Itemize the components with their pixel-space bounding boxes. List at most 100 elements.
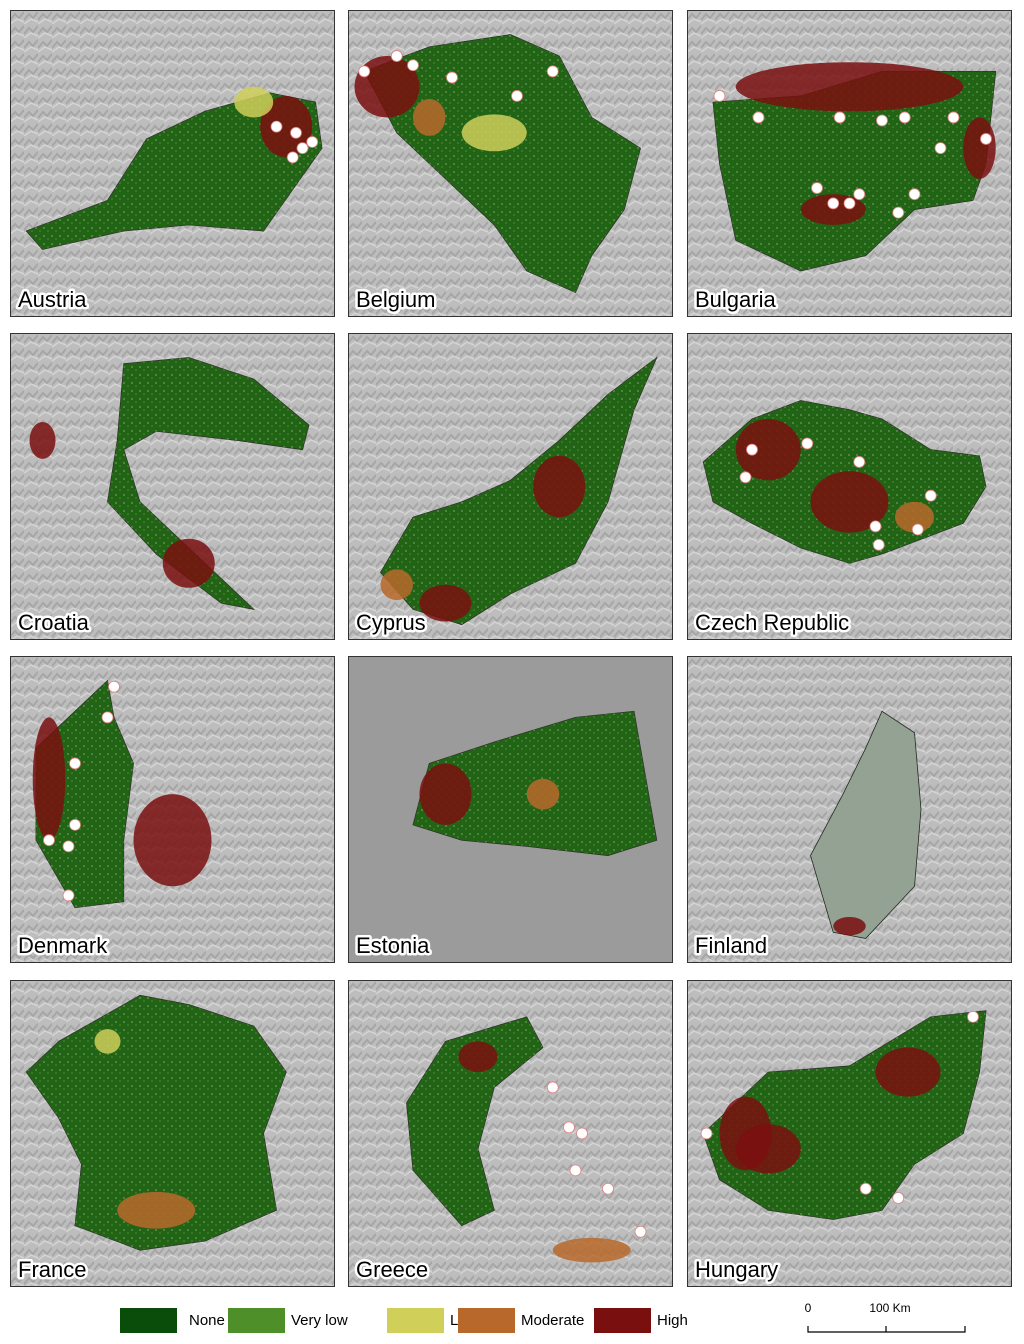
site-dot (569, 1164, 582, 1177)
risk-area (413, 99, 446, 136)
map-panel: Denmark (10, 656, 335, 963)
country-mix (26, 995, 287, 1251)
site-dot (270, 120, 283, 133)
country-mix (713, 71, 996, 271)
legend-swatch (458, 1308, 515, 1333)
panel-label: Finland (695, 933, 767, 958)
panel-label: Czech Republic (695, 610, 849, 635)
panel-border (10, 10, 335, 317)
risk-area (461, 114, 527, 152)
site-dot (286, 151, 299, 164)
site-dot (62, 840, 75, 853)
panel-label: Austria (18, 287, 87, 312)
map-panel: Greece (348, 980, 673, 1287)
risk-area (833, 916, 866, 936)
country-texture (364, 34, 641, 293)
country-mix (810, 711, 921, 939)
panel-border (10, 980, 335, 1287)
risk-area (234, 86, 274, 118)
country-mix (380, 357, 657, 625)
map-panel: Hungary (687, 980, 1012, 1287)
site-dot (876, 114, 888, 127)
panel-label: Denmark (18, 933, 108, 958)
site-dot (43, 834, 55, 847)
map-panel: Czech Republic (687, 333, 1012, 640)
site-dot (980, 133, 992, 145)
risk-area (552, 1237, 631, 1263)
panel-border (687, 656, 1012, 963)
site-dot (833, 111, 846, 124)
legend-swatch (387, 1308, 444, 1333)
country-texture (26, 92, 322, 250)
panel-border (10, 333, 335, 640)
panel-border (348, 656, 673, 963)
site-dot (546, 65, 559, 78)
site-dot (892, 1192, 905, 1204)
site-dot (853, 188, 866, 201)
site-dot (801, 437, 814, 450)
risk-area (526, 778, 560, 810)
country-mix (364, 34, 641, 293)
site-dot (306, 136, 319, 148)
risk-area (735, 418, 801, 481)
site-dot (853, 456, 866, 468)
site-dot (967, 1010, 979, 1023)
panel-border (687, 980, 1012, 1287)
site-dot (69, 818, 81, 831)
site-dot (872, 538, 885, 551)
site-dot (358, 65, 371, 78)
panel-label: Hungary (695, 1257, 778, 1282)
map-panel: Finland (687, 656, 1012, 963)
risk-area (419, 584, 472, 622)
site-dot (511, 90, 523, 102)
legend-label: None (189, 1312, 225, 1329)
panel-border (687, 333, 1012, 640)
site-dot (407, 59, 419, 72)
map-panel: Bulgaria (687, 10, 1012, 317)
risk-area (117, 1191, 196, 1229)
risk-area (94, 1029, 121, 1054)
map-panel: France (10, 980, 335, 1287)
panel-border (348, 333, 673, 640)
country-texture (26, 995, 287, 1251)
risk-area (354, 56, 420, 118)
site-dot (563, 1121, 575, 1134)
risk-area (32, 717, 66, 841)
risk-area (735, 1124, 801, 1174)
site-dot (908, 188, 921, 201)
site-dot (390, 50, 403, 62)
risk-area (133, 794, 212, 887)
site-dot (752, 111, 765, 124)
site-dot (576, 1127, 588, 1140)
country-texture (380, 357, 657, 625)
site-dot (911, 523, 924, 536)
panel-label: Greece (356, 1257, 428, 1282)
risk-area (29, 422, 56, 459)
panel-label: France (18, 1257, 86, 1282)
site-dot (898, 111, 911, 124)
country-texture (107, 357, 309, 610)
site-dot (108, 680, 120, 693)
map-panel: Estonia (348, 656, 673, 963)
scale-line (807, 1326, 966, 1333)
risk-area (735, 62, 964, 112)
site-dot (69, 757, 81, 770)
panel-border (687, 10, 1012, 317)
map-panel: Austria (10, 10, 335, 317)
legend-swatch (228, 1308, 285, 1333)
risk-area (963, 117, 996, 179)
site-dot (746, 443, 758, 456)
risk-area (875, 1047, 941, 1097)
panel-label: Cyprus (356, 610, 426, 635)
site-dot (811, 182, 823, 194)
panel-border (348, 980, 673, 1287)
site-dot (101, 711, 114, 724)
site-dot (934, 142, 947, 155)
site-dot (546, 1081, 559, 1094)
risk-area (419, 763, 472, 825)
site-dot (924, 489, 937, 502)
panel-label: Belgium (356, 287, 435, 312)
scale-bar: 0 100 Km (805, 1301, 966, 1333)
